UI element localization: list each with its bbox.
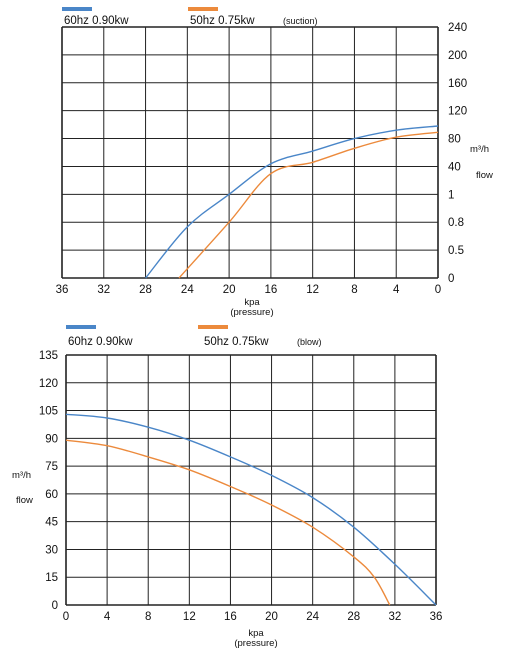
x-tick-label: 32: [388, 611, 401, 623]
blow-y-ticks: 0 15 30 45 60 75 90 105 120 135: [39, 350, 58, 612]
y-tick-label: 105: [39, 406, 58, 418]
y-tick-label: 75: [45, 461, 58, 473]
x-tick-label: 12: [306, 284, 319, 296]
series-line-60hz: [65, 413, 437, 606]
legend-swatch-60hz: [66, 325, 96, 329]
blow-ylabel-word: flow: [16, 495, 33, 506]
mode-label-suction: (suction): [283, 16, 318, 26]
suction-ylabel-word: flow: [476, 170, 493, 181]
blow-x-ticks: 0 4 8 12 16 20 24 28 32 36: [63, 611, 443, 623]
x-tick-label: 32: [97, 284, 110, 296]
series-line-60hz: [145, 125, 439, 279]
y-tick-label: 0: [52, 600, 58, 612]
blow-ylabel-unit: m³/h: [12, 470, 31, 481]
legend-label-50hz: 50hz 0.75kw: [204, 336, 269, 348]
blow-chart: 60hz 0.90kw 50hz 0.75kw (blow) 0 15 30 45 60…: [12, 325, 442, 649]
x-tick-label: 20: [265, 611, 278, 623]
legend-label-60hz: 60hz 0.90kw: [68, 336, 133, 348]
legend-label-50hz: 50hz 0.75kw: [190, 15, 255, 27]
legend-label-60hz: 60hz 0.90kw: [64, 15, 129, 27]
x-tick-label: 4: [393, 284, 400, 296]
blow-grid: [65, 354, 437, 606]
suction-xlabel-word: (pressure): [230, 307, 273, 318]
y-tick-label: 0: [448, 273, 454, 285]
y-tick-label: 80: [448, 134, 461, 146]
blow-xlabel-unit: kpa: [248, 628, 264, 639]
series-line-50hz: [65, 439, 391, 606]
series-line-50hz: [178, 131, 439, 279]
y-tick-label: 240: [448, 22, 467, 34]
x-tick-label: 16: [224, 611, 237, 623]
suction-chart: 60hz 0.90kw 50hz 0.75kw (suction) 0 0.5 0.…: [56, 7, 493, 318]
x-tick-label: 8: [351, 284, 357, 296]
y-tick-label: 0.5: [448, 245, 464, 257]
x-tick-label: 28: [139, 284, 152, 296]
suction-grid: [61, 26, 439, 279]
x-tick-label: 24: [306, 611, 319, 623]
y-tick-label: 120: [39, 378, 58, 390]
x-tick-label: 16: [264, 284, 277, 296]
suction-x-ticks: 36 32 28 24 20 16 12 8 4 0: [56, 284, 442, 296]
suction-curves: [145, 125, 439, 279]
y-tick-label: 45: [45, 517, 58, 529]
y-tick-label: 90: [45, 433, 58, 445]
y-tick-label: 200: [448, 50, 467, 62]
x-tick-label: 28: [347, 611, 360, 623]
y-tick-label: 60: [45, 489, 58, 501]
x-tick-label: 36: [430, 611, 443, 623]
x-tick-label: 24: [181, 284, 194, 296]
y-tick-label: 160: [448, 78, 467, 90]
y-tick-label: 30: [45, 544, 58, 556]
x-tick-label: 20: [223, 284, 236, 296]
suction-ylabel-unit: m³/h: [470, 144, 489, 155]
x-tick-label: 4: [104, 611, 111, 623]
y-tick-label: 1: [448, 189, 454, 201]
x-tick-label: 8: [145, 611, 151, 623]
y-tick-label: 135: [39, 350, 58, 362]
legend-swatch-50hz: [188, 7, 218, 11]
blow-xlabel-word: (pressure): [234, 638, 277, 649]
y-tick-label: 120: [448, 106, 467, 118]
blow-curves: [65, 413, 437, 606]
mode-label-blow: (blow): [297, 337, 322, 347]
legend-swatch-60hz: [62, 7, 92, 11]
x-tick-label: 0: [435, 284, 441, 296]
suction-xlabel-unit: kpa: [244, 297, 260, 308]
suction-y-ticks: 0 0.5 0.8 1 40 80 120 160 200 240: [448, 22, 467, 285]
y-tick-label: 0.8: [448, 217, 464, 229]
x-tick-label: 12: [183, 611, 196, 623]
y-tick-label: 15: [45, 572, 58, 584]
y-tick-label: 40: [448, 161, 461, 173]
legend-swatch-50hz: [198, 325, 228, 329]
x-tick-label: 0: [63, 611, 69, 623]
x-tick-label: 36: [56, 284, 69, 296]
